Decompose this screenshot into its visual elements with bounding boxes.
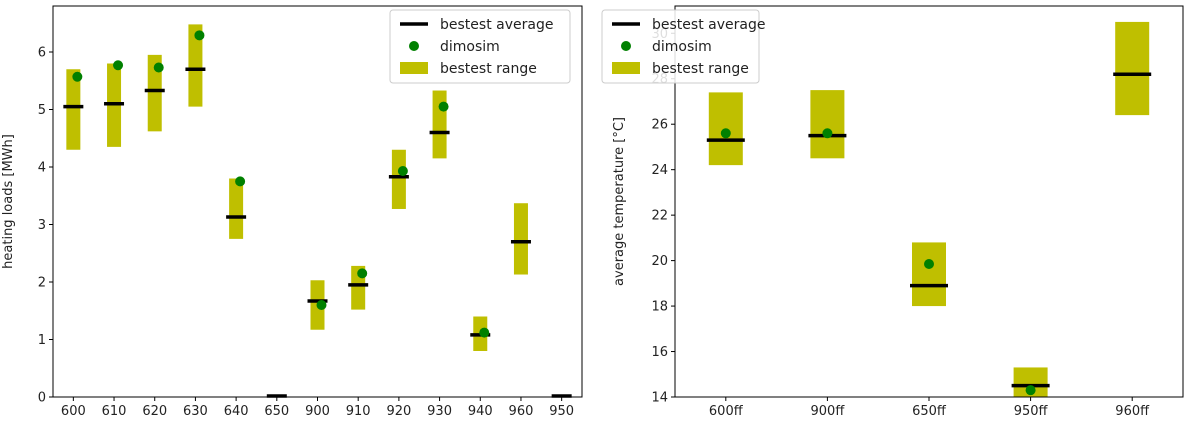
x-tick-label-600ff: 600ff [709, 404, 744, 419]
legend-swatch-dimosim [409, 41, 419, 51]
legend-label: bestest average [440, 17, 553, 33]
x-tick-label-950ff: 950ff [1014, 404, 1049, 419]
y-tick-label: 6 [38, 46, 46, 61]
range-bar-900ff [810, 90, 845, 159]
x-tick-label-640: 640 [224, 404, 249, 419]
y-tick-label: 2 [38, 276, 46, 291]
y-tick-label: 18 [651, 300, 668, 315]
x-tick-label-630: 630 [183, 404, 208, 419]
dimosim-point-620 [153, 62, 164, 73]
heating-loads-chart: 0 1 2 3 4 5 6 600 610 620 630 640 650 900 910 920 930 940… [1, 5, 583, 419]
x-tick-label-950: 950 [549, 404, 574, 419]
dimosim-point-920 [397, 166, 408, 177]
x-tick-label-960ff: 960ff [1115, 404, 1150, 419]
range-bar-960 [513, 203, 528, 275]
dimosim-point-610 [113, 60, 124, 71]
y-tick-label: 14 [651, 391, 668, 406]
x-tick-label-930: 930 [427, 404, 452, 419]
x-tick-label-600: 600 [61, 404, 86, 419]
range-bar-930 [432, 90, 447, 159]
x-tick-label-900: 900 [305, 404, 330, 419]
x-tick-label-900ff: 900ff [811, 404, 846, 419]
average-temperature-chart: 141618202224262830600ff900ff650ff950ff96… [601, 5, 1184, 419]
range-bar-630 [188, 24, 203, 107]
legend-box [389, 9, 571, 84]
range-bar-640 [229, 178, 244, 239]
legend-swatch-dimosim [621, 41, 631, 51]
legend-label: bestest range [652, 61, 749, 77]
dimosim-point-900ff [822, 128, 833, 139]
legend-swatch-range [612, 62, 640, 74]
x-tick-label-650ff: 650ff [912, 404, 947, 419]
legend-label: bestest range [440, 61, 537, 77]
legend-swatch-range [400, 62, 428, 74]
x-tick-label-920: 920 [386, 404, 411, 419]
dimosim-point-930 [438, 101, 449, 112]
y-axis-label: average temperature [°C] [612, 117, 627, 286]
legend-box [601, 9, 760, 84]
y-tick-label: 1 [38, 333, 46, 348]
range-bar-960ff [1115, 21, 1150, 116]
y-tick-label: 20 [651, 254, 668, 269]
y-tick-label: 3 [38, 218, 46, 233]
dimosim-point-630 [194, 30, 205, 41]
range-bar-920 [391, 149, 406, 209]
y-tick-label: 26 [651, 118, 668, 133]
y-tick-label: 5 [38, 103, 46, 118]
dimosim-point-600ff [720, 128, 731, 139]
x-tick-label-960: 960 [509, 404, 534, 419]
x-tick-label-910: 910 [346, 404, 371, 419]
y-tick-label: 4 [38, 161, 46, 176]
dimosim-point-600 [72, 71, 83, 82]
y-tick-label: 22 [651, 209, 668, 224]
x-tick-label-620: 620 [142, 404, 167, 419]
dimosim-point-640 [235, 176, 246, 187]
legend-label: dimosim [652, 39, 712, 55]
legend-label: dimosim [440, 39, 500, 55]
dimosim-point-910 [357, 268, 368, 279]
dimosim-point-950ff [1025, 385, 1036, 396]
legend-label: bestest average [652, 17, 765, 33]
dimosim-point-900 [316, 300, 327, 310]
x-tick-label-610: 610 [102, 404, 127, 419]
range-bar-650ff [912, 242, 946, 307]
dimosim-point-650ff [924, 259, 934, 270]
range-bar-620 [147, 54, 162, 132]
range-bar-600 [66, 69, 81, 150]
x-tick-label-940: 940 [468, 404, 493, 419]
y-axis-label: heating loads [MWh] [1, 134, 16, 269]
y-tick-label: 0 [38, 391, 46, 406]
x-tick-label-650: 650 [264, 404, 289, 419]
dimosim-point-940 [479, 327, 490, 338]
y-tick-label: 24 [651, 163, 668, 178]
y-tick-label: 16 [651, 345, 668, 360]
